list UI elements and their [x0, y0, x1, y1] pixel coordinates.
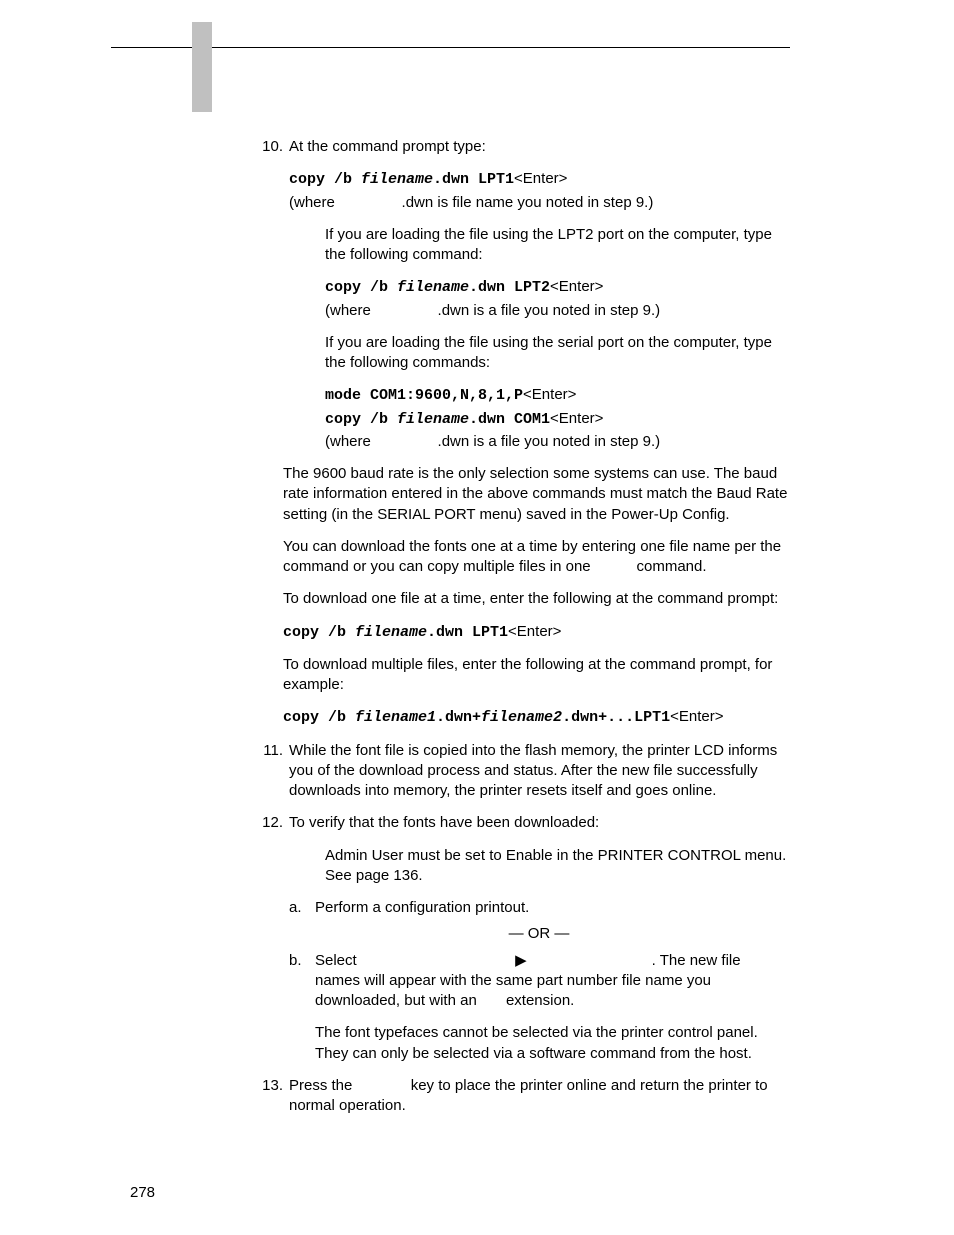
list-item-10: 10. At the command prompt type: copy /b …	[249, 137, 789, 452]
text: You can download the fonts one at a time…	[283, 537, 789, 578]
list-number: 13.	[249, 1076, 289, 1117]
where-note: (where .dwn is a file you noted in step …	[325, 301, 789, 321]
command-block: mode COM1:9600,N,8,1,P<Enter>	[325, 385, 789, 406]
list-number: 11.	[249, 741, 289, 802]
text: If you are loading the file using the LP…	[325, 225, 789, 266]
where-note: (where .dwn is a file you noted in step …	[325, 432, 789, 452]
cmd-filename: filename	[397, 279, 469, 296]
where-note: (where .dwn is file name you noted in st…	[289, 193, 789, 213]
text: The 9600 baud rate is the only selection…	[283, 464, 789, 525]
text: While the font file is copied into the f…	[289, 741, 789, 802]
text: Press the key to place the printer onlin…	[289, 1076, 789, 1117]
cmd-enter: <Enter>	[550, 278, 603, 295]
text: If you are loading the file using the se…	[325, 333, 789, 374]
cmd-filename: filename1	[355, 709, 436, 726]
cmd-filename: filename	[397, 411, 469, 428]
content-area: 10. At the command prompt type: copy /b …	[249, 125, 789, 1116]
cmd-filename: filename	[361, 171, 433, 188]
cmd-text: copy /b	[283, 709, 355, 726]
command-block: copy /b filename1.dwn+filename2.dwn+...L…	[283, 707, 789, 728]
command-block: copy /b filename.dwn COM1<Enter>	[325, 409, 789, 430]
command-block: copy /b filename.dwn LPT2<Enter>	[325, 277, 789, 298]
text: Admin User must be set to Enable in the …	[325, 846, 789, 887]
cmd-text: .dwn+...LPT1	[562, 709, 670, 726]
cmd-enter: <Enter>	[508, 623, 561, 640]
text: Select ▶ . The new file names will appea…	[315, 951, 789, 1012]
list-item-12: 12. To verify that the fonts have been d…	[249, 813, 789, 1064]
sub-item-a: a. Perform a configuration printout.	[289, 898, 789, 918]
cmd-enter: <Enter>	[514, 170, 567, 187]
cmd-text: copy /b	[325, 279, 397, 296]
list-number: 12.	[249, 813, 289, 1064]
cmd-text: .dwn LPT2	[469, 279, 550, 296]
text: To verify that the fonts have been downl…	[289, 813, 789, 833]
or-separator: — OR —	[289, 924, 789, 944]
list-item-13: 13. Press the key to place the printer o…	[249, 1076, 789, 1117]
cmd-text: mode COM1:9600,N,8,1,P	[325, 387, 523, 404]
command-block: copy /b filename.dwn LPT1<Enter>	[283, 622, 789, 643]
sub-key: b.	[289, 951, 315, 1012]
cmd-text: .dwn COM1	[469, 411, 550, 428]
text: Select	[315, 952, 515, 969]
cmd-enter: <Enter>	[670, 708, 723, 725]
list-number: 10.	[249, 137, 289, 452]
sub-item-b: b. Select ▶ . The new file names will ap…	[289, 951, 789, 1012]
page: 10. At the command prompt type: copy /b …	[0, 0, 954, 1235]
cmd-text: copy /b	[289, 171, 361, 188]
cmd-text: .dwn+	[436, 709, 481, 726]
cmd-text: copy /b	[283, 624, 355, 641]
list-item-11: 11. While the font file is copied into t…	[249, 741, 789, 802]
text: Perform a configuration printout.	[315, 898, 529, 918]
command-block: copy /b filename.dwn LPT1<Enter>	[289, 169, 789, 190]
cmd-enter: <Enter>	[523, 386, 576, 403]
cmd-enter: <Enter>	[550, 410, 603, 427]
cmd-text: .dwn LPT1	[433, 171, 514, 188]
cmd-filename: filename	[355, 624, 427, 641]
cmd-text: .dwn LPT1	[427, 624, 508, 641]
margin-tab	[192, 22, 212, 112]
cmd-filename: filename2	[481, 709, 562, 726]
page-number: 278	[130, 1183, 155, 1203]
text: The font typefaces cannot be selected vi…	[315, 1023, 789, 1064]
header-rule	[111, 47, 790, 48]
list-body: To verify that the fonts have been downl…	[289, 813, 789, 1064]
text: At the command prompt type:	[289, 137, 789, 157]
sub-key: a.	[289, 898, 315, 918]
right-arrow-icon: ▶	[515, 952, 527, 969]
text: To download multiple files, enter the fo…	[283, 655, 789, 696]
cmd-text: copy /b	[325, 411, 397, 428]
list-body: At the command prompt type: copy /b file…	[289, 137, 789, 452]
text: To download one file at a time, enter th…	[283, 589, 789, 609]
